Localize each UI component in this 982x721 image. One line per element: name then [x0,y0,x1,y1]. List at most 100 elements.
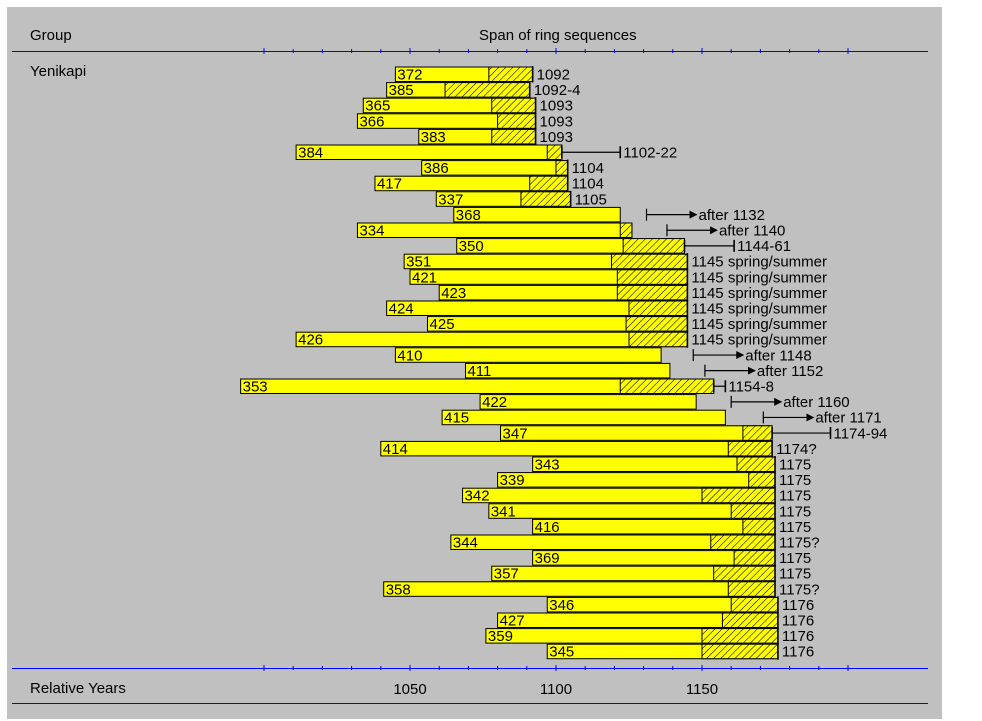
sapwood-bar [546,144,563,160]
axis-ticks: 1050 1100 1150 [263,48,849,698]
span-column-header: Span of ring sequences [479,27,637,44]
sample-id-label: 359 [488,628,513,645]
sapwood-bar [713,565,776,582]
sapwood-bar [616,284,688,301]
felling-date-label: 1145 spring/summer [691,254,827,271]
sample-id-label: 423 [441,285,466,302]
sample-row: 365 1093 [362,97,573,115]
heartwood-bar [500,425,773,441]
sample-id-label: 358 [386,581,411,598]
sample-row: 415 after 1171 [441,409,882,427]
felling-date-label: 1145 spring/summer [691,301,827,318]
sample-row: 424 1145 spring/summer [386,300,827,318]
felling-date-label: 1175? [779,581,820,598]
sample-row: 425 1145 spring/summer [427,315,827,333]
sapwood-bar [701,628,779,644]
sapwood-bar [619,222,633,238]
felling-date-label: after 1148 [745,347,811,364]
felling-date-label: 1174-94 [833,425,887,442]
sapwood-bar [610,253,688,270]
sample-id-label: 366 [359,113,384,130]
felling-date-label: after 1140 [719,223,785,240]
sapwood-bar [733,550,776,566]
felling-date-label: 1145 spring/summer [691,269,827,286]
header-rule [12,51,928,52]
felling-date-label: 1144-61 [737,238,791,255]
felling-date-label: 1175 [779,503,811,520]
sample-row: 372 1092 [394,66,570,84]
heartwood-bar [453,206,621,223]
felling-date-label: after 1132 [699,207,765,224]
felling-date-label: 1154-8 [728,379,774,396]
sample-id-label: 357 [494,566,519,583]
sample-id-label: 411 [467,363,491,380]
axis-rule [12,668,928,669]
sample-id-label: 341 [491,503,516,520]
sample-row: 368 after 1132 [453,206,765,224]
heartwood-bar [479,394,697,410]
sample-row: 342 1175 [462,487,811,505]
sample-id-label: 424 [389,301,414,318]
sample-row: 386 1104 [421,159,604,177]
sapwood-bar [721,612,779,628]
x-tick-label: 1100 [540,681,572,698]
sapwood-bar [710,534,776,550]
sapwood-bar [628,331,688,348]
sample-row: 334 after 1140 [356,222,785,240]
sample-row: 369 1175 [532,549,811,567]
sample-id-label: 343 [535,457,560,474]
heartwood-bar [532,518,776,535]
felling-date-label: after 1171 [815,410,881,427]
sapwood-bar [491,97,537,114]
sample-row: 353 1154-8 [240,378,774,396]
felling-date-label: after 1160 [783,394,849,411]
sample-id-label: 369 [535,550,560,567]
sample-row: 410 after 1148 [394,347,812,364]
sapwood-bar [555,160,569,176]
sample-row: 347 1174-94 [500,425,887,442]
sample-id-label: 416 [535,519,560,536]
sample-id-label: 365 [365,98,390,115]
sample-id-label: 385 [389,82,414,99]
felling-date-label: 1174? [776,441,817,458]
sample-id-label: 342 [465,488,490,505]
sapwood-bar [491,128,537,145]
heartwood-bar [464,362,671,379]
sample-row: 343 1175 [532,456,811,474]
sample-id-label: 353 [243,379,268,396]
sample-id-label: 415 [444,410,469,427]
heartwood-bar [394,347,662,363]
felling-date-label: 1145 spring/summer [691,316,827,333]
footer-rule [12,703,928,704]
sample-id-label: 337 [438,191,463,208]
felling-date-label: 1092-4 [534,82,581,99]
sample-row: 358 1175? [383,580,820,598]
sample-row: 423 1145 spring/summer [438,284,827,302]
sample-id-label: 426 [298,332,323,349]
sample-row: 344 1175? [450,534,820,552]
sapwood-bar [619,378,715,394]
felling-date-label: 1176 [782,644,814,661]
sample-id-label: 334 [359,223,384,240]
felling-date-label: 1176 [782,628,814,645]
sample-id-label: 414 [383,441,408,458]
sapwood-bar [727,581,776,597]
felling-date-label: 1145 spring/summer [691,332,827,349]
x-tick-label: 1050 [393,681,426,698]
sapwood-bar [701,643,779,660]
sample-row: 337 1105 [435,190,607,208]
sample-row: 351 1145 spring/summer [403,253,827,271]
sapwood-bar [727,440,773,457]
sample-row: 341 1175 [488,502,811,520]
sample-id-label: 351 [406,254,431,271]
felling-date-label: 1175 [779,457,811,474]
sample-row: 426 1145 spring/summer [295,331,827,349]
sample-id-label: 344 [453,535,478,552]
sample-row: 427 1176 [497,612,814,630]
felling-date-label: 1105 [575,191,607,208]
sapwood-bar [748,472,776,488]
sapwood-bar [625,316,688,332]
sapwood-bar [742,518,776,535]
